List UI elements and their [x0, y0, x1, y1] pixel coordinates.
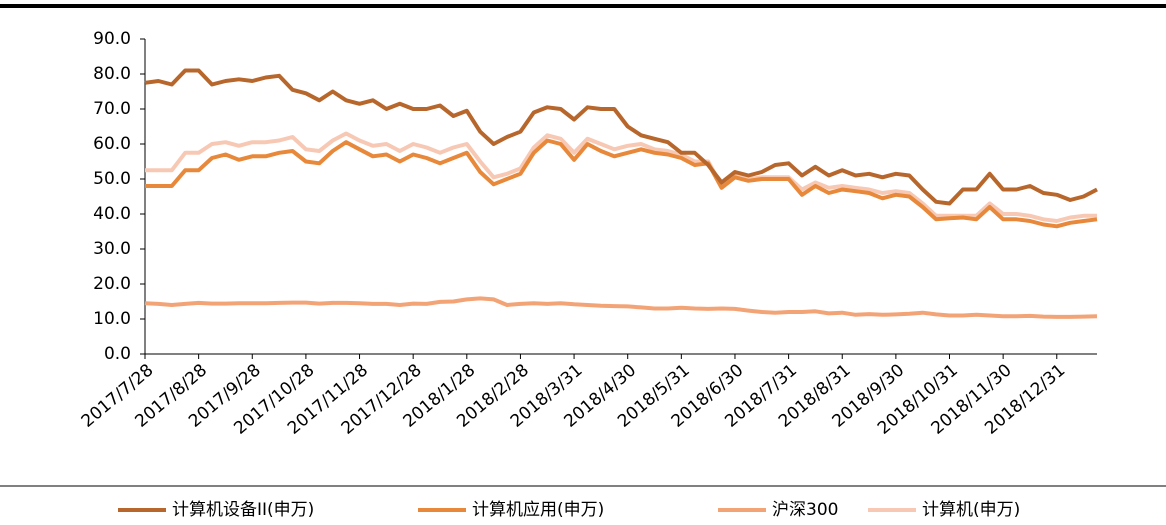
legend-label: 计算机应用(申万)	[472, 500, 604, 520]
legend-label: 沪深300	[772, 500, 838, 520]
legend-label: 计算机(申万)	[922, 500, 1020, 520]
y-tick-label: 90.0	[93, 29, 131, 49]
y-tick-label: 30.0	[93, 239, 131, 259]
series-line	[144, 68, 1098, 206]
series-line	[144, 296, 1098, 319]
y-tick-label: 80.0	[93, 64, 131, 84]
series-line	[145, 138, 1098, 229]
y-tick-label: 50.0	[93, 169, 131, 189]
y-tick-label: 10.0	[93, 309, 131, 329]
series-line	[145, 131, 1097, 223]
top-rule	[0, 4, 1166, 8]
y-tick-label: 40.0	[93, 204, 131, 224]
y-tick-label: 60.0	[93, 134, 131, 154]
y-tick-label: 0.0	[104, 344, 131, 364]
y-tick-label: 70.0	[93, 99, 131, 119]
legend-label: 计算机设备II(申万)	[172, 500, 314, 520]
y-tick-label: 20.0	[93, 274, 131, 294]
